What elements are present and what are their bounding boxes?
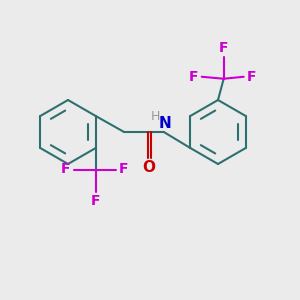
Text: H: H: [151, 110, 160, 122]
Text: F: F: [119, 162, 128, 176]
Text: F: F: [247, 70, 256, 84]
Text: N: N: [158, 116, 171, 131]
Text: F: F: [61, 162, 70, 176]
Text: F: F: [219, 41, 228, 55]
Text: F: F: [91, 194, 100, 208]
Text: F: F: [189, 70, 198, 84]
Text: O: O: [143, 160, 156, 175]
